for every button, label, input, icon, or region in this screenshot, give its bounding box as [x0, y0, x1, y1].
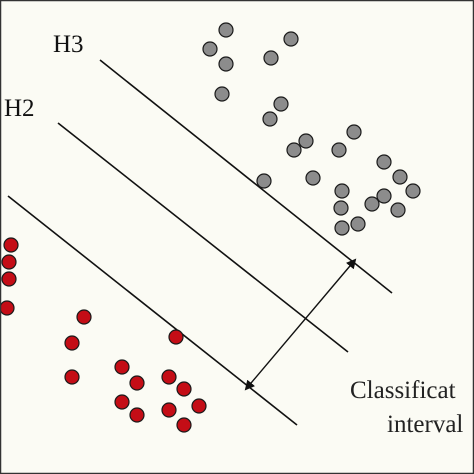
gray-data-point: [218, 56, 234, 72]
gray-data-point: [305, 170, 321, 186]
gray-data-point: [376, 154, 392, 170]
red-data-point: [1, 271, 17, 287]
gray-data-point: [334, 220, 350, 236]
label-h2: H2: [4, 95, 35, 122]
red-data-point: [114, 394, 130, 410]
gray-data-point: [392, 169, 408, 185]
gray-data-point: [273, 96, 289, 112]
margin-arrow-group: [244, 258, 357, 391]
red-data-point: [168, 329, 184, 345]
gray-data-point: [331, 142, 347, 158]
red-data-point: [191, 398, 207, 414]
red-data-point: [64, 369, 80, 385]
data-points: [0, 22, 421, 433]
red-data-point: [0, 300, 15, 316]
gray-data-point: [298, 133, 314, 149]
gray-data-point: [263, 50, 279, 66]
red-data-point: [114, 359, 130, 375]
red-data-point: [176, 381, 192, 397]
red-data-point: [176, 417, 192, 433]
gray-data-point: [214, 86, 230, 102]
hyperplane-lines: [7, 59, 393, 426]
gray-data-point: [405, 183, 421, 199]
gray-data-point: [334, 183, 350, 199]
gray-data-point: [346, 124, 362, 140]
red-data-point: [1, 254, 17, 270]
gray-data-point: [376, 188, 392, 204]
hyperplane-line-h3: [99, 59, 393, 294]
gray-data-point: [350, 216, 366, 232]
gray-data-point: [218, 22, 234, 38]
red-data-point: [64, 335, 80, 351]
caption-line-1: Classificat: [350, 377, 456, 404]
gray-data-point: [262, 111, 278, 127]
hyperplane-line-h2: [57, 122, 349, 353]
red-data-point: [3, 237, 19, 253]
hyperplane-line-h1: [7, 195, 298, 426]
gray-data-point: [283, 31, 299, 47]
red-data-point: [161, 369, 177, 385]
gray-data-point: [364, 196, 380, 212]
gray-data-point: [333, 200, 349, 216]
caption-line-2: interval: [387, 411, 463, 438]
red-data-point: [129, 407, 145, 423]
gray-data-point: [256, 173, 272, 189]
margin-arrow: [244, 258, 357, 391]
gray-data-point: [390, 202, 406, 218]
gray-data-point: [286, 142, 302, 158]
red-data-point: [129, 375, 145, 391]
red-data-point: [161, 402, 177, 418]
gray-data-point: [202, 41, 218, 57]
label-h3: H3: [53, 31, 84, 58]
red-data-point: [76, 309, 92, 325]
